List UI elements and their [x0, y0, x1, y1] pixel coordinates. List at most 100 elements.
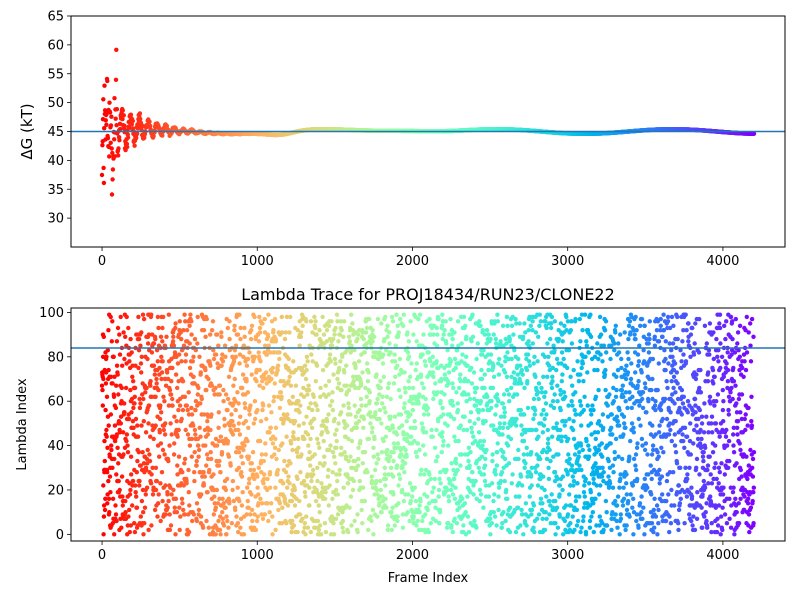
lambda-point [160, 498, 165, 504]
lambda-point [489, 521, 494, 526]
lambda-point [474, 356, 479, 362]
lambda-point [221, 501, 226, 506]
lambda-point [513, 316, 518, 322]
lambda-point [161, 394, 166, 399]
lambda-point [505, 387, 510, 393]
y-tick-label: 65 [47, 10, 64, 25]
lambda-point [122, 401, 127, 406]
lambda-point [157, 365, 162, 371]
lambda-point [130, 503, 135, 508]
dg-point [109, 192, 115, 197]
lambda-point [249, 492, 254, 497]
lambda-point [445, 348, 450, 353]
lambda-point [175, 361, 181, 366]
lambda-point [232, 323, 237, 328]
lambda-point [325, 474, 331, 479]
dg-point [102, 108, 108, 113]
lambda-point [537, 323, 542, 328]
lambda-point [510, 472, 515, 477]
lambda-point [532, 407, 538, 413]
lambda-point [422, 359, 428, 364]
lambda-point [182, 461, 187, 466]
lambda-point [427, 472, 432, 477]
lambda-point [458, 463, 463, 468]
lambda-point [226, 454, 232, 459]
lambda-point [232, 328, 237, 333]
lambda-point [227, 336, 232, 342]
lambda-point [409, 434, 414, 439]
lambda-point [365, 470, 370, 475]
lambda-point [180, 407, 186, 413]
lambda-point [180, 501, 185, 506]
lambda-point [466, 445, 471, 450]
lambda-point [450, 403, 456, 408]
lambda-point [527, 494, 532, 499]
dg-point [120, 108, 126, 113]
lambda-point [396, 472, 402, 477]
lambda-point [399, 452, 404, 457]
lambda-point [140, 312, 146, 317]
lambda-point [452, 330, 457, 335]
lambda-point [339, 387, 344, 393]
lambda-point [333, 361, 338, 366]
lambda-point [144, 485, 150, 490]
lambda-point [513, 529, 519, 535]
lambda-point [315, 407, 320, 413]
lambda-point [186, 390, 191, 395]
lambda-point [371, 445, 376, 450]
lambda-point [387, 454, 393, 459]
lambda-point [202, 474, 207, 479]
lambda-point [181, 507, 186, 513]
lambda-point [474, 525, 479, 530]
lambda-point [102, 438, 107, 444]
lambda-point [382, 336, 387, 342]
lambda-point [189, 412, 195, 417]
lambda-point [241, 447, 246, 453]
lambda-point [276, 507, 281, 513]
dg-point [121, 113, 127, 118]
lambda-point [140, 450, 145, 455]
lambda-point [256, 350, 261, 355]
lambda-point [529, 465, 534, 470]
lambda-point [166, 376, 171, 382]
lambda-point [276, 447, 281, 453]
lambda-point [331, 372, 336, 377]
lambda-point [194, 501, 200, 506]
lambda-point [462, 501, 468, 506]
lambda-point [486, 332, 491, 337]
lambda-point [505, 496, 510, 501]
lambda-point [406, 379, 411, 384]
lambda-point [182, 512, 187, 517]
lambda-point [417, 447, 422, 453]
lambda-point [219, 363, 224, 368]
lambda-point [377, 392, 382, 397]
lambda-point [123, 510, 128, 515]
lambda-point [335, 319, 340, 324]
lambda-point [399, 423, 405, 428]
lambda-point [473, 390, 478, 395]
lambda-point [158, 518, 163, 524]
lambda-point [372, 354, 377, 359]
lambda-point [423, 363, 428, 368]
lambda-point [540, 501, 545, 506]
lambda-point [492, 319, 497, 324]
lambda-point [155, 359, 160, 364]
lambda-point [461, 523, 466, 528]
lambda-point [277, 350, 282, 355]
lambda-point [459, 359, 464, 364]
lambda-point [266, 403, 272, 408]
lambda-point [105, 501, 110, 506]
lambda-point [143, 390, 148, 395]
lambda-point [223, 392, 229, 397]
lambda-point [156, 501, 161, 506]
lambda-point [380, 361, 386, 366]
lambda-point [270, 370, 275, 375]
lambda-point [252, 354, 257, 359]
lambda-point [480, 352, 485, 357]
lambda-point [279, 330, 285, 335]
lambda-point [434, 359, 439, 364]
dg-point [129, 122, 134, 127]
lambda-point [292, 503, 298, 508]
lambda-point [519, 507, 524, 513]
lambda-point [113, 503, 118, 508]
